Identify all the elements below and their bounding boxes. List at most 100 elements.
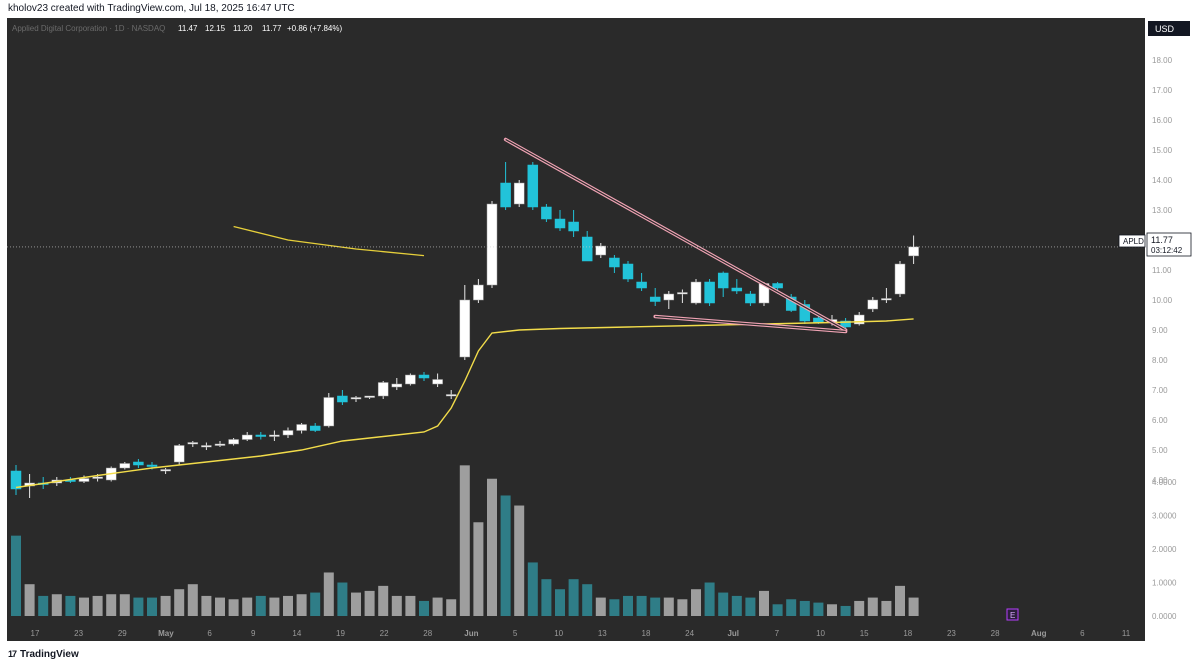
candle-body (595, 245, 607, 256)
candle-body (78, 478, 90, 482)
volume-bar (718, 592, 729, 616)
last-price-tag (1146, 232, 1192, 257)
candle-body (745, 293, 756, 304)
earnings-marker[interactable] (1006, 608, 1019, 621)
candle-body (772, 283, 783, 289)
volume-bar (731, 595, 742, 616)
volume-bar (119, 594, 130, 616)
x-tick-label: Aug (1031, 629, 1047, 638)
x-tick-label: 10 (816, 629, 825, 638)
candle-body (459, 299, 471, 358)
currency-badge[interactable] (1148, 21, 1190, 36)
x-tick-label: 9 (251, 629, 256, 638)
candle-body (377, 382, 389, 397)
candle-body (649, 296, 661, 302)
symbol-tag (1118, 234, 1146, 248)
candle-body (867, 299, 879, 310)
volume-bar (650, 597, 661, 616)
candle-body (500, 182, 511, 208)
candle-body (214, 443, 226, 446)
candle-body (717, 272, 729, 289)
x-tick-label: 22 (380, 629, 389, 638)
candle-body (418, 374, 430, 379)
volume-tick-label: 0.0000 (1152, 612, 1177, 621)
volume-bar (351, 592, 361, 616)
candle-body (527, 164, 539, 208)
candle-body (677, 292, 688, 295)
volume-bar (337, 582, 348, 616)
volume-bar (895, 585, 905, 616)
volume-bar (582, 584, 593, 616)
price-tick-label: 16.00 (1152, 116, 1173, 125)
volume-tick-label: 1.0000 (1152, 579, 1177, 588)
legend-low: 11.20 (233, 24, 253, 33)
candle-body (296, 424, 307, 431)
candle-body (364, 395, 375, 398)
candle-body (432, 379, 443, 385)
trendline-inner (505, 138, 846, 331)
volume-bar (323, 572, 334, 616)
candle-body (622, 263, 634, 280)
candle-body (337, 395, 348, 403)
x-tick-label: 7 (775, 629, 780, 638)
candle-body (636, 281, 647, 289)
volume-bar (745, 597, 756, 616)
candle-body (309, 425, 321, 431)
candle-body (881, 298, 892, 301)
candle-body (894, 263, 906, 295)
volume-bar (92, 595, 103, 616)
candle-body (187, 442, 199, 445)
price-tick-label: 13.00 (1152, 206, 1173, 215)
symbol-name: Applied Digital Corporation · 1D · NASDA… (12, 24, 165, 33)
candle-body (690, 281, 702, 304)
x-tick-label: 28 (991, 629, 1000, 638)
candle-body (173, 445, 185, 463)
volume-bar (799, 600, 810, 616)
x-tick-label: 18 (903, 629, 912, 638)
volume-bar (772, 604, 783, 616)
x-tick-label: 10 (554, 629, 563, 638)
volume-bar (840, 605, 851, 616)
candle-body (908, 246, 919, 257)
candle-body (473, 284, 484, 301)
legend-change: +0.86 (+7.84%) (287, 24, 342, 33)
x-tick-label: 14 (292, 629, 301, 638)
candle-body (323, 397, 335, 427)
volume-bar (568, 579, 579, 616)
x-tick-label: 18 (642, 629, 651, 638)
footer-bar: 17 TradingView (0, 641, 1200, 665)
volume-bar (405, 595, 416, 616)
candle-body (609, 257, 620, 268)
volume-bar (623, 595, 633, 616)
price-tick-label: 9.00 (1152, 326, 1168, 335)
candle-body (160, 469, 171, 472)
last-price-value: 11.77 (1151, 235, 1173, 245)
volume-bar (147, 597, 157, 616)
volume-bar (187, 584, 198, 616)
volume-bar (908, 597, 919, 616)
volume-bar (364, 590, 375, 616)
volume-bar (677, 599, 688, 616)
volume-bar (174, 589, 185, 616)
candle-body (799, 304, 811, 322)
volume-bar (242, 597, 253, 616)
axes: 4.005.006.007.008.009.0010.0011.0012.001… (31, 56, 1177, 638)
volume-bar (269, 597, 280, 616)
chart-pane[interactable] (7, 18, 1145, 641)
volume-bar (663, 597, 674, 616)
volume-bar (555, 589, 565, 616)
candle-body (10, 470, 22, 490)
volume-bar (446, 599, 457, 616)
volume-bar (38, 595, 49, 616)
candle-body (704, 281, 715, 304)
volume-bar (473, 522, 484, 616)
volume-bar (296, 594, 307, 616)
volume-bar (65, 595, 76, 616)
candle-body (513, 182, 525, 205)
volume-bar (636, 595, 647, 616)
volume-bar (541, 579, 552, 616)
candle-body (541, 206, 552, 220)
candle-body (269, 434, 280, 437)
volume-bar (691, 589, 701, 616)
